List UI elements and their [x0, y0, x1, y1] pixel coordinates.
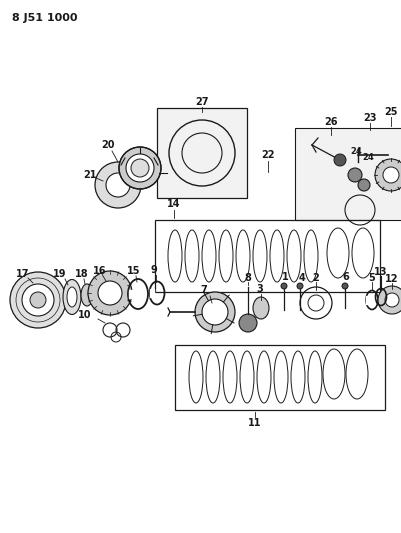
Text: 3: 3: [256, 284, 263, 294]
Ellipse shape: [194, 292, 235, 332]
Ellipse shape: [252, 230, 266, 282]
Ellipse shape: [81, 284, 93, 306]
Ellipse shape: [201, 299, 227, 325]
Circle shape: [88, 271, 132, 315]
Ellipse shape: [184, 230, 198, 282]
Circle shape: [357, 179, 369, 191]
Text: 24: 24: [361, 152, 373, 161]
Bar: [174, 345, 384, 410]
Ellipse shape: [307, 351, 321, 403]
Ellipse shape: [252, 297, 268, 319]
Ellipse shape: [235, 230, 249, 282]
Ellipse shape: [205, 351, 219, 403]
Text: 16: 16: [93, 266, 107, 276]
Text: 15: 15: [127, 266, 140, 276]
Ellipse shape: [219, 230, 233, 282]
Text: 26: 26: [324, 117, 337, 127]
Text: 17: 17: [16, 269, 30, 279]
Text: 1: 1: [281, 272, 288, 282]
Ellipse shape: [273, 351, 287, 403]
Circle shape: [239, 314, 256, 332]
Bar: [150, 289, 154, 297]
Circle shape: [382, 167, 398, 183]
Ellipse shape: [286, 230, 300, 282]
Text: 5: 5: [368, 273, 375, 283]
Circle shape: [333, 154, 345, 166]
Text: 2: 2: [312, 273, 318, 283]
Bar: [157, 108, 246, 198]
Text: 9: 9: [150, 265, 157, 275]
Text: 10: 10: [78, 310, 91, 320]
Ellipse shape: [131, 159, 149, 177]
Ellipse shape: [63, 279, 81, 314]
Circle shape: [10, 272, 66, 328]
Ellipse shape: [290, 351, 304, 403]
Bar: [365, 296, 369, 304]
Circle shape: [296, 283, 302, 289]
Bar: [129, 290, 134, 298]
Ellipse shape: [239, 351, 253, 403]
Circle shape: [22, 284, 54, 316]
Text: 19: 19: [53, 269, 67, 279]
Text: 6: 6: [342, 272, 348, 282]
Text: 4: 4: [298, 273, 305, 283]
Ellipse shape: [119, 147, 160, 189]
Circle shape: [377, 286, 401, 314]
Circle shape: [280, 283, 286, 289]
Text: 8: 8: [244, 273, 251, 283]
Text: 14: 14: [167, 199, 180, 209]
Circle shape: [384, 293, 398, 307]
Circle shape: [30, 292, 46, 308]
Text: 8 J51 1000: 8 J51 1000: [12, 13, 77, 23]
Ellipse shape: [67, 287, 77, 307]
Circle shape: [95, 162, 141, 208]
Circle shape: [374, 159, 401, 191]
Text: 7: 7: [200, 285, 207, 295]
Text: 12: 12: [384, 274, 398, 284]
Ellipse shape: [168, 230, 182, 282]
Ellipse shape: [188, 351, 203, 403]
Ellipse shape: [223, 351, 237, 403]
Ellipse shape: [303, 230, 317, 282]
Circle shape: [106, 173, 130, 197]
Ellipse shape: [256, 351, 270, 403]
Text: 22: 22: [261, 150, 274, 160]
Text: 11: 11: [248, 418, 261, 428]
Text: 23: 23: [363, 113, 376, 123]
Circle shape: [307, 295, 323, 311]
Ellipse shape: [126, 154, 154, 182]
Text: 27: 27: [195, 97, 208, 107]
Bar: [155, 220, 379, 292]
Ellipse shape: [269, 230, 283, 282]
Polygon shape: [294, 128, 401, 220]
Text: 21: 21: [83, 170, 97, 180]
Ellipse shape: [201, 230, 215, 282]
Text: 13: 13: [373, 267, 387, 277]
Text: 20: 20: [101, 140, 114, 150]
Circle shape: [347, 168, 361, 182]
Circle shape: [98, 281, 122, 305]
Circle shape: [341, 283, 347, 289]
Text: 25: 25: [383, 107, 397, 117]
Text: 24: 24: [349, 148, 361, 157]
Text: 18: 18: [75, 269, 89, 279]
